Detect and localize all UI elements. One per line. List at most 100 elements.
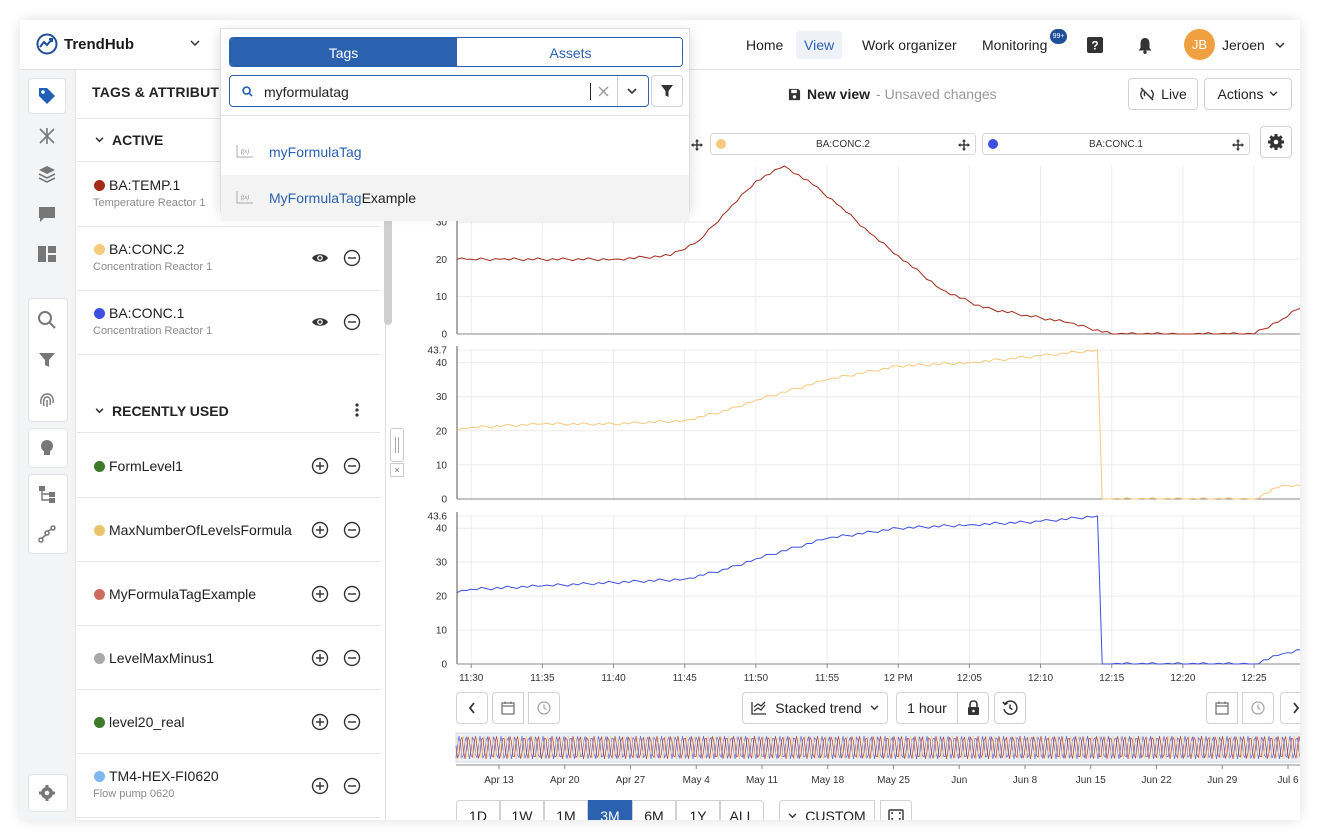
range-button[interactable]: 6M xyxy=(632,800,676,820)
duration-button[interactable]: 1 hour xyxy=(896,692,958,724)
x-tick-label: 11:55 xyxy=(815,673,840,684)
search-result[interactable]: f(x) myFormulaTag xyxy=(221,129,689,175)
previous-button[interactable] xyxy=(456,692,488,724)
fit-range-button[interactable] xyxy=(880,800,912,820)
add-icon[interactable] xyxy=(311,777,329,795)
layers-icon[interactable] xyxy=(28,156,66,192)
chart-settings-button[interactable] xyxy=(1260,126,1292,158)
tab-tags[interactable]: Tags xyxy=(230,38,457,66)
tag-row[interactable]: BA:CONC.1 Concentration Reactor 1 xyxy=(77,291,380,355)
tag-name: BA:CONC.1 xyxy=(109,305,185,321)
nav-monitoring[interactable]: Monitoring xyxy=(982,37,1048,53)
custom-range-button[interactable]: CUSTOM xyxy=(779,800,875,820)
tag-row[interactable]: FormLevel1 xyxy=(77,434,380,498)
drag-move-icon[interactable] xyxy=(691,139,703,151)
add-icon[interactable] xyxy=(311,649,329,667)
x-tick-label: 12:25 xyxy=(1242,673,1267,684)
actions-button[interactable]: Actions xyxy=(1204,78,1292,110)
range-button[interactable]: ALL xyxy=(720,800,764,820)
history-button[interactable] xyxy=(994,692,1026,724)
remove-icon[interactable] xyxy=(343,457,361,475)
end-time-button[interactable] xyxy=(1242,692,1274,724)
x-tick-label: 11:45 xyxy=(673,673,698,684)
range-button[interactable]: 1D xyxy=(456,800,500,820)
user-name[interactable]: Jeroen xyxy=(1222,37,1265,53)
live-off-icon xyxy=(1140,87,1155,101)
eye-icon[interactable] xyxy=(311,249,329,267)
next-button[interactable] xyxy=(1280,692,1300,724)
filter-icon[interactable] xyxy=(28,342,66,378)
fingerprint-icon[interactable] xyxy=(28,382,66,418)
nav-view[interactable]: View xyxy=(796,31,843,59)
remove-icon[interactable] xyxy=(343,713,361,731)
tag-row[interactable]: LevelMaxMinus1 xyxy=(77,626,380,690)
search-result[interactable]: f(x) MyFormulaTag Example xyxy=(221,175,689,221)
settings-gear-icon[interactable] xyxy=(28,775,66,811)
live-button[interactable]: Live xyxy=(1128,78,1198,110)
range-button[interactable]: 1Y xyxy=(676,800,720,820)
text-cursor xyxy=(590,83,591,100)
avatar[interactable]: JB xyxy=(1184,29,1215,60)
chevron-down-icon[interactable] xyxy=(627,88,637,95)
range-button[interactable]: 1W xyxy=(500,800,544,820)
tag-row[interactable]: level20_real xyxy=(77,690,380,754)
dashboard-icon[interactable] xyxy=(28,236,66,272)
nav-work-organizer[interactable]: Work organizer xyxy=(862,37,957,53)
navigator-tick-label: Apr 27 xyxy=(616,775,646,786)
drag-move-icon[interactable] xyxy=(958,139,970,151)
remove-icon[interactable] xyxy=(343,313,361,331)
panel-close-icon[interactable]: × xyxy=(390,463,404,477)
remove-icon[interactable] xyxy=(343,777,361,795)
help-icon[interactable]: ? xyxy=(1086,36,1104,54)
clear-icon[interactable] xyxy=(598,86,609,97)
chevron-down-icon[interactable] xyxy=(190,36,200,50)
search-icon[interactable] xyxy=(28,302,66,338)
remove-icon[interactable] xyxy=(343,521,361,539)
legend-chip-conc2[interactable]: BA:CONC.2 xyxy=(710,133,976,155)
add-icon[interactable] xyxy=(311,457,329,475)
search-input[interactable]: myformulatag xyxy=(264,84,349,100)
navigator-range[interactable] xyxy=(456,732,1300,764)
start-date-button[interactable] xyxy=(492,692,524,724)
range-button[interactable]: 3M xyxy=(588,800,632,820)
lock-button[interactable] xyxy=(957,692,989,724)
app-logo[interactable]: TrendHub xyxy=(36,33,134,55)
divider xyxy=(617,76,618,106)
remove-icon[interactable] xyxy=(343,649,361,667)
bell-icon[interactable] xyxy=(1136,36,1154,54)
range-button[interactable]: 1M xyxy=(544,800,588,820)
end-date-button[interactable] xyxy=(1206,692,1238,724)
remove-icon[interactable] xyxy=(343,585,361,603)
add-icon[interactable] xyxy=(311,585,329,603)
recent-section-header[interactable]: RECENTLY USED xyxy=(77,389,380,433)
tag-row[interactable]: BA:TEMP.1 Temperature Reactor 1 xyxy=(77,163,380,227)
save-icon[interactable] xyxy=(788,88,801,101)
more-vertical-icon[interactable] xyxy=(355,403,359,417)
add-icon[interactable] xyxy=(311,713,329,731)
graph-icon[interactable] xyxy=(28,516,66,552)
nav-home[interactable]: Home xyxy=(746,37,784,53)
chart-type-select[interactable]: Stacked trend xyxy=(742,692,888,724)
lightbulb-icon[interactable] xyxy=(28,430,66,466)
assets-icon[interactable] xyxy=(28,118,66,154)
user-chevron-down-icon[interactable] xyxy=(1274,40,1286,50)
drag-move-icon[interactable] xyxy=(1232,139,1244,151)
remove-icon[interactable] xyxy=(343,249,361,267)
tag-row[interactable]: BA:CONC.2 Concentration Reactor 1 xyxy=(77,227,380,291)
tag-row[interactable]: TM4-HEX-FI0620 Flow pump 0620 xyxy=(77,754,380,818)
eye-icon[interactable] xyxy=(311,313,329,331)
y-tick-label: 40 xyxy=(436,524,448,535)
start-time-button[interactable] xyxy=(528,692,560,724)
tag-icon[interactable] xyxy=(28,78,66,114)
panel-resize-handle[interactable] xyxy=(390,428,404,462)
comment-icon[interactable] xyxy=(28,196,66,232)
add-icon[interactable] xyxy=(311,521,329,539)
hierarchy-icon[interactable] xyxy=(28,476,66,512)
tag-row[interactable]: MyFormulaTagExample xyxy=(77,562,380,626)
tab-assets[interactable]: Assets xyxy=(457,38,682,66)
legend-chip-conc1[interactable]: BA:CONC.1 xyxy=(982,133,1250,155)
search-filter-button[interactable] xyxy=(651,75,683,107)
tag-row[interactable]: MaxNumberOfLevelsFormula xyxy=(77,498,380,562)
